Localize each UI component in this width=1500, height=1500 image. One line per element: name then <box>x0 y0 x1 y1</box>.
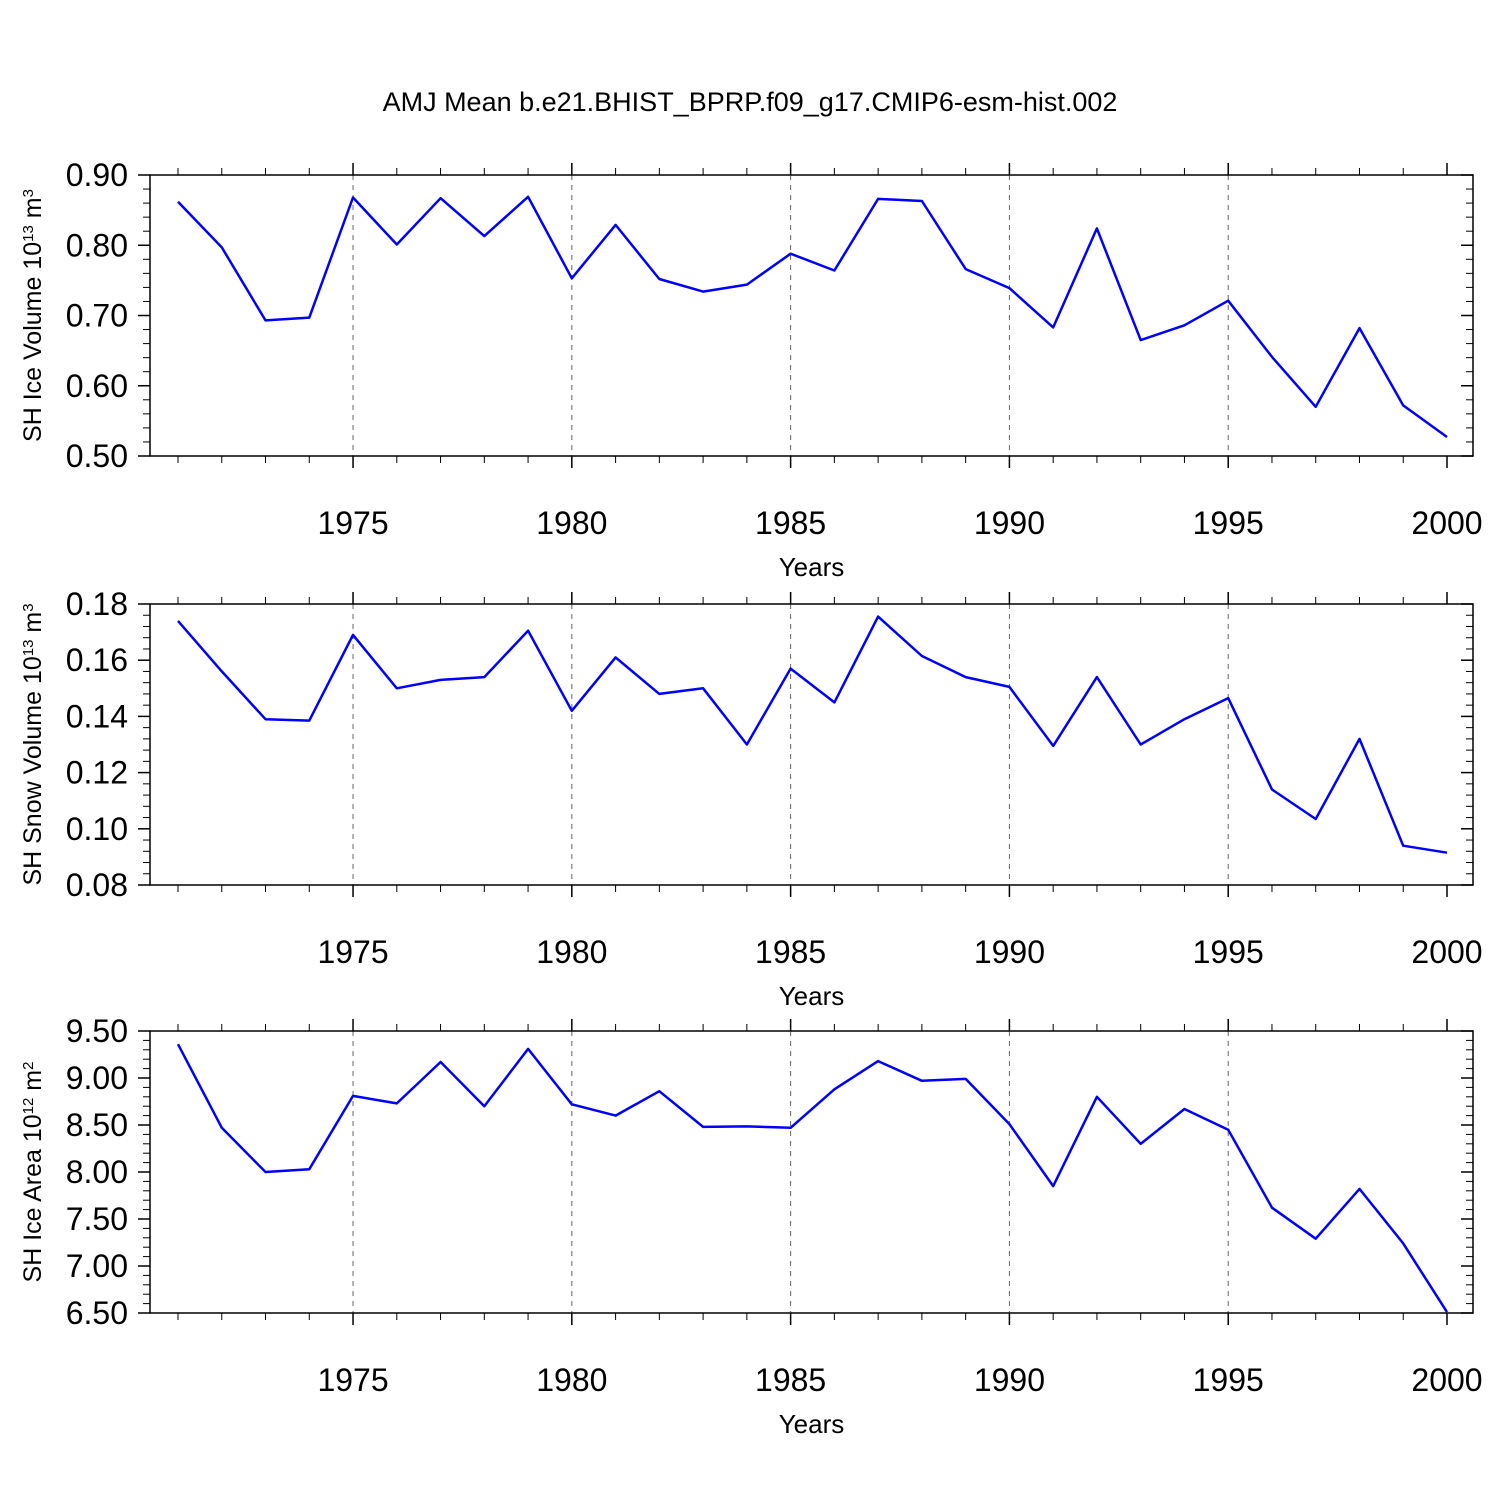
x-tick-label: 1985 <box>755 934 826 970</box>
y-tick-label: 7.50 <box>66 1201 128 1237</box>
y-tick-label: 0.80 <box>66 227 128 263</box>
y-tick-label: 0.12 <box>66 755 128 791</box>
y-axis-title-unit-exponent: 2 <box>20 1062 37 1070</box>
y-tick-label: 0.70 <box>66 298 128 334</box>
x-tick-label: 1995 <box>1193 1362 1264 1398</box>
data-series-line <box>177 615 1448 854</box>
x-tick-label: 1995 <box>1193 934 1264 970</box>
x-tick-label: 2000 <box>1411 934 1482 970</box>
plot-frame <box>149 603 1474 886</box>
y-axis-title-unit-exponent: 3 <box>20 189 37 197</box>
y-axis-title-unit: m <box>19 1070 47 1098</box>
panels: 1975 1980 1985 1990 1995 2000 0.50 0.60 0.70 0.80… <box>19 157 1483 1439</box>
y-axis-title-unit-exponent: 3 <box>20 603 37 611</box>
y-tick-label: 0.10 <box>66 811 128 847</box>
x-tick-label: 1980 <box>536 505 607 541</box>
main-title: AMJ Mean b.e21.BHIST_BPRP.f09_g17.CMIP6-… <box>383 87 1118 117</box>
x-tick-label: 1985 <box>755 1362 826 1398</box>
y-tick-label: 0.60 <box>66 368 128 404</box>
y-axis-title-exponent: 13 <box>20 225 37 242</box>
x-axis-title: Years <box>779 552 845 582</box>
plot-frame <box>149 174 1474 457</box>
data-series-line <box>177 195 1448 439</box>
y-axis-title-unit: m <box>19 612 47 640</box>
x-tick-label: 1975 <box>317 934 388 970</box>
x-axis-title: Years <box>779 1409 845 1439</box>
x-tick-label: 1990 <box>974 1362 1045 1398</box>
x-tick-label: 1995 <box>1193 505 1264 541</box>
data-series-line <box>176 1043 1449 1313</box>
y-tick-label: 6.50 <box>66 1295 128 1331</box>
y-tick-label: 0.50 <box>66 438 128 474</box>
y-axis-title-text: SH Ice Area 10 <box>19 1114 47 1282</box>
y-tick-label: 7.00 <box>66 1248 128 1284</box>
plot-frame <box>149 1030 1474 1314</box>
x-tick-label: 1985 <box>755 505 826 541</box>
y-axis-title-text: SH Snow Volume 10 <box>19 656 47 885</box>
y-tick-label: 8.00 <box>66 1154 128 1190</box>
y-tick-label: 8.50 <box>66 1107 128 1143</box>
y-axis-title-exponent: 12 <box>20 1098 37 1115</box>
y-axis-title: SH Snow Volume 1013 m3 <box>19 603 47 885</box>
y-tick-label: 0.16 <box>66 642 128 678</box>
y-tick-label: 0.18 <box>66 586 128 622</box>
y-axis-title-unit: m <box>19 197 47 225</box>
panel-1: 1975 1980 1985 1990 1995 2000 0.50 0.60 0.70 0.80… <box>19 157 1483 582</box>
panel-3: 1975 1980 1985 1990 1995 2000 6.50 7.00 7.50 8.00… <box>19 1013 1483 1439</box>
y-axis-title-exponent: 13 <box>20 640 37 657</box>
x-axis-title: Years <box>779 981 845 1011</box>
x-tick-label: 1975 <box>317 1362 388 1398</box>
panel-2: 1975 1980 1985 1990 1995 2000 0.08 0.10 0.12 0.14… <box>19 586 1483 1011</box>
y-tick-label: 0.90 <box>66 157 128 193</box>
x-tick-label: 1980 <box>536 934 607 970</box>
y-axis-title: SH Ice Volume 1013 m3 <box>19 189 47 442</box>
x-tick-label: 2000 <box>1411 1362 1482 1398</box>
y-tick-label: 0.14 <box>66 698 128 734</box>
y-axis-title: SH Ice Area 1012 m2 <box>19 1062 47 1283</box>
x-tick-label: 1980 <box>536 1362 607 1398</box>
x-tick-label: 1990 <box>974 505 1045 541</box>
y-tick-label: 0.08 <box>66 867 128 903</box>
x-tick-label: 1975 <box>317 505 388 541</box>
y-tick-label: 9.50 <box>66 1013 128 1049</box>
x-tick-label: 2000 <box>1411 505 1482 541</box>
y-tick-label: 9.00 <box>66 1060 128 1096</box>
y-axis-title-text: SH Ice Volume 10 <box>19 242 47 442</box>
x-tick-label: 1990 <box>974 934 1045 970</box>
